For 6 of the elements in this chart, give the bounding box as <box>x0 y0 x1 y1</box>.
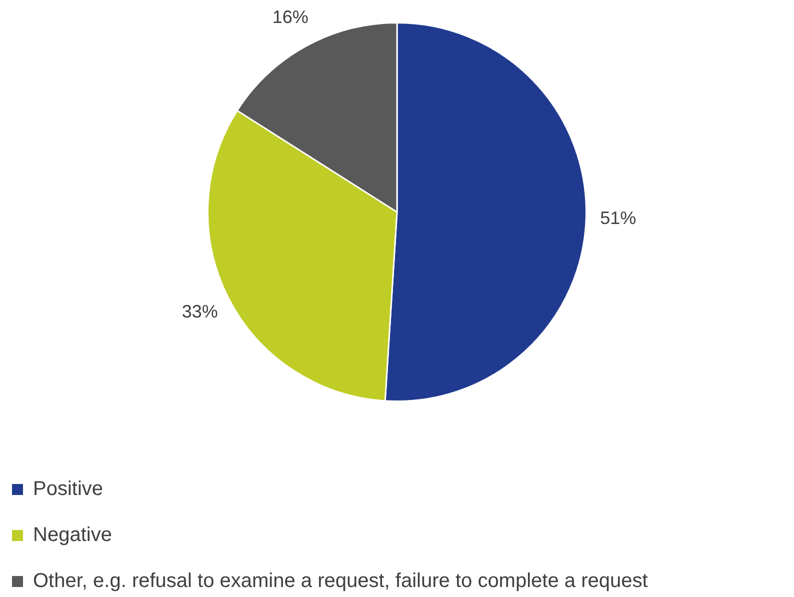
legend-label: Other, e.g. refusal to examine a request, failure to complete a request <box>33 569 648 593</box>
data-label: 33% <box>182 301 218 322</box>
data-label: 16% <box>272 7 308 28</box>
legend-label: Positive <box>33 477 104 501</box>
data-label: 51% <box>600 208 636 228</box>
legend-label: Negative <box>33 523 112 547</box>
